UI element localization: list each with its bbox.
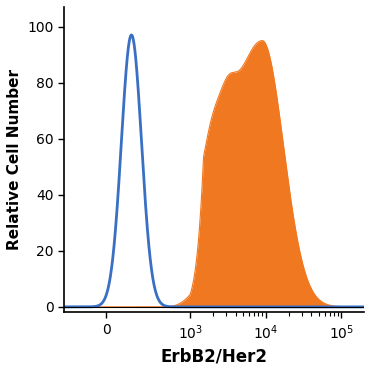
Y-axis label: Relative Cell Number: Relative Cell Number: [7, 69, 22, 250]
X-axis label: ErbB2/Her2: ErbB2/Her2: [161, 347, 267, 365]
